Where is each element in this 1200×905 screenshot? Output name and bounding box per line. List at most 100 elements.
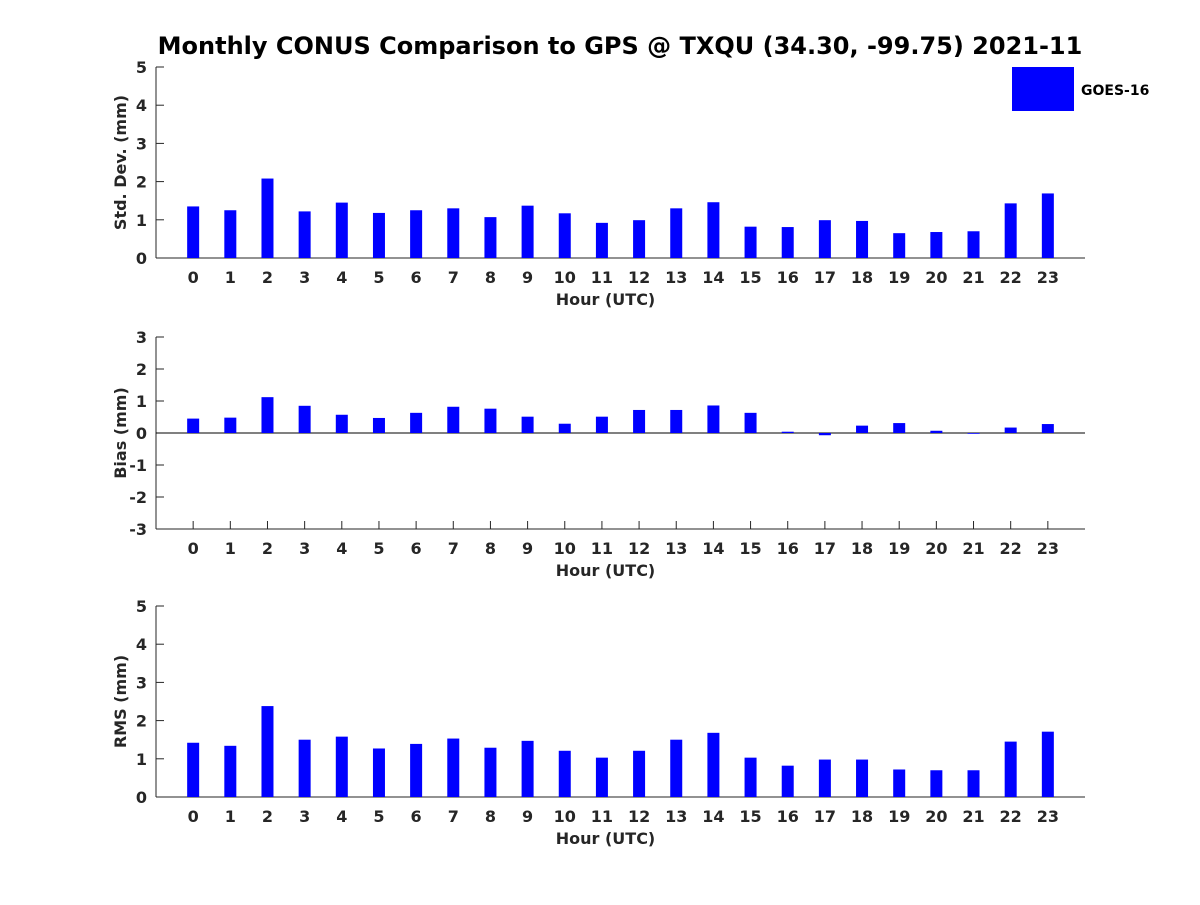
y-tick-label: 3 (136, 673, 147, 692)
x-tick-label: 8 (485, 268, 496, 287)
y-tick-label: 4 (136, 96, 147, 115)
y-tick-label: 2 (136, 360, 147, 379)
y-axis-label: Bias (mm) (111, 387, 130, 479)
bar-hour-6 (410, 743, 423, 797)
x-tick-label: 23 (1037, 539, 1059, 558)
x-tick-label: 6 (411, 539, 422, 558)
bar-hour-6 (410, 210, 423, 258)
y-tick-label: -3 (129, 520, 147, 539)
bar-hour-0 (187, 418, 200, 433)
x-tick-label: 17 (814, 539, 836, 558)
x-tick-label: 19 (888, 268, 910, 287)
y-tick-label: 2 (136, 173, 147, 192)
x-tick-label: 16 (777, 807, 799, 826)
bar-hour-19 (893, 423, 906, 433)
legend: GOES-16 (1012, 67, 1149, 111)
bar-hour-1 (224, 745, 237, 797)
y-axis-label: Std. Dev. (mm) (111, 95, 130, 230)
bar-hour-7 (447, 738, 460, 797)
x-tick-label: 18 (851, 807, 873, 826)
bar-hour-8 (484, 747, 497, 797)
x-tick-label: 3 (299, 539, 310, 558)
bar-hour-23 (1041, 424, 1054, 433)
bar-hour-8 (484, 408, 497, 433)
x-tick-label: 18 (851, 539, 873, 558)
bar-hour-18 (856, 425, 869, 433)
bar-hour-20 (930, 770, 943, 797)
x-tick-label: 10 (554, 807, 576, 826)
x-tick-label: 5 (373, 539, 384, 558)
bar-hour-0 (187, 742, 200, 797)
x-tick-label: 22 (1000, 807, 1022, 826)
x-axis-label: Hour (UTC) (556, 561, 656, 580)
bar-hour-10 (558, 750, 571, 797)
bar-hour-20 (930, 232, 943, 258)
x-tick-label: 15 (739, 268, 761, 287)
y-tick-label: 0 (136, 424, 147, 443)
x-tick-label: 11 (591, 807, 613, 826)
x-tick-label: 11 (591, 268, 613, 287)
bar-hour-17 (818, 433, 831, 436)
x-tick-label: 10 (554, 268, 576, 287)
y-tick-label: -1 (129, 456, 147, 475)
x-tick-label: 10 (554, 539, 576, 558)
y-tick-label: 1 (136, 750, 147, 769)
y-tick-label: 0 (136, 249, 147, 268)
bar-hour-14 (707, 202, 720, 258)
x-tick-label: 5 (373, 807, 384, 826)
bar-hour-5 (372, 212, 385, 258)
y-tick-label: 4 (136, 635, 147, 654)
x-tick-label: 15 (739, 539, 761, 558)
x-tick-label: 9 (522, 268, 533, 287)
bar-hour-2 (261, 397, 274, 433)
x-tick-label: 13 (665, 539, 687, 558)
bar-hour-12 (633, 409, 646, 433)
x-tick-label: 20 (925, 539, 947, 558)
legend-swatch (1012, 67, 1074, 111)
x-tick-label: 6 (411, 268, 422, 287)
x-tick-label: 4 (336, 268, 347, 287)
x-tick-label: 4 (336, 539, 347, 558)
x-tick-label: 16 (777, 268, 799, 287)
x-tick-label: 12 (628, 268, 650, 287)
bar-hour-19 (893, 233, 906, 258)
x-tick-label: 14 (702, 539, 724, 558)
bar-hour-20 (930, 430, 943, 433)
y-tick-label: 1 (136, 211, 147, 230)
x-tick-label: 0 (188, 539, 199, 558)
bar-hour-9 (521, 416, 534, 433)
bar-hour-3 (298, 405, 311, 433)
y-tick-label: 1 (136, 392, 147, 411)
bar-hour-0 (187, 206, 200, 258)
x-tick-label: 20 (925, 268, 947, 287)
bar-hour-11 (595, 222, 608, 258)
bar-hour-16 (781, 765, 794, 797)
bar-hour-13 (670, 409, 683, 433)
x-tick-label: 2 (262, 539, 273, 558)
x-tick-label: 23 (1037, 807, 1059, 826)
bar-hour-6 (410, 412, 423, 433)
x-tick-label: 9 (522, 807, 533, 826)
x-tick-label: 15 (739, 807, 761, 826)
bar-hour-9 (521, 740, 534, 797)
x-tick-label: 8 (485, 539, 496, 558)
bar-hour-23 (1041, 193, 1054, 258)
y-tick-label: 0 (136, 788, 147, 807)
x-tick-label: 21 (962, 807, 984, 826)
bar-hour-22 (1004, 203, 1017, 258)
bar-hour-16 (781, 431, 794, 433)
x-tick-label: 17 (814, 268, 836, 287)
bar-hour-19 (893, 769, 906, 797)
legend-label: GOES-16 (1081, 83, 1149, 99)
x-tick-label: 23 (1037, 268, 1059, 287)
bar-hour-18 (856, 759, 869, 797)
bar-hour-13 (670, 208, 683, 258)
bar-hour-9 (521, 205, 534, 258)
x-tick-label: 12 (628, 807, 650, 826)
x-tick-label: 0 (188, 807, 199, 826)
bar-hour-14 (707, 732, 720, 797)
x-tick-label: 18 (851, 268, 873, 287)
x-tick-label: 1 (225, 807, 236, 826)
bar-hour-13 (670, 739, 683, 797)
x-tick-label: 13 (665, 268, 687, 287)
